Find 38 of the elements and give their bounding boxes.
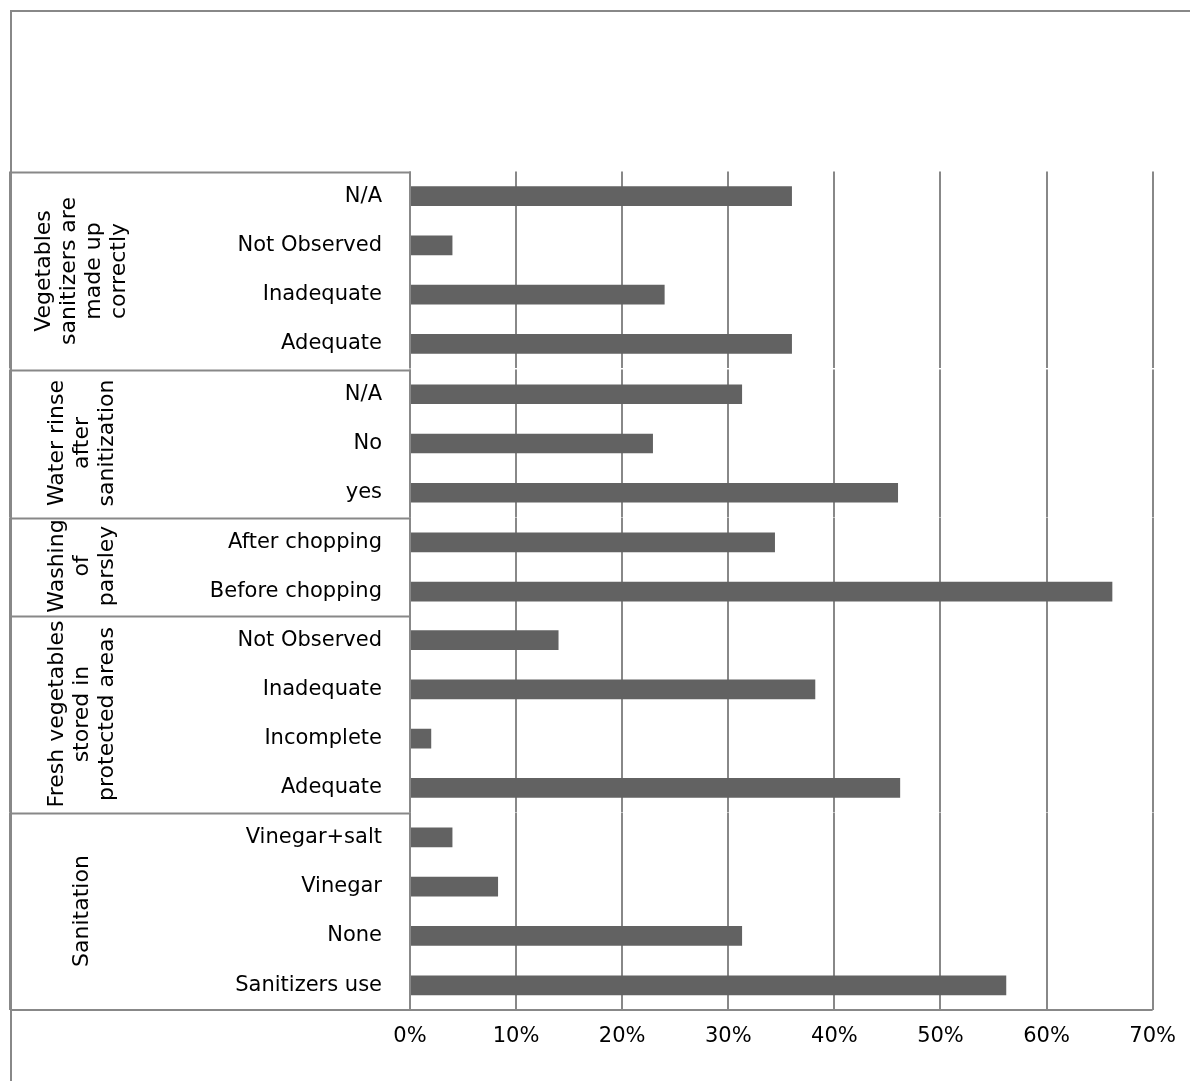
- y-axis-title: Vegetables sanitizers are made up correctly: [29, 195, 131, 347]
- y-tick-label: N/A: [344, 183, 383, 208]
- y-tick-label: yes: [345, 478, 382, 503]
- x-tick-label: 30%: [704, 1023, 752, 1048]
- y-axis-title: Water rinse after sanitization: [41, 378, 119, 509]
- x-tick-label: 20%: [598, 1023, 646, 1048]
- y-tick-label: Adequate: [281, 330, 382, 355]
- x-tick-label: 50%: [917, 1023, 964, 1048]
- y-tick-label: Vinegar+salt: [245, 824, 382, 849]
- y-tick-label: Inadequate: [262, 675, 382, 700]
- y-tick-label: After chopping: [228, 528, 382, 553]
- y-tick-label: N/A: [344, 380, 383, 405]
- x-tick-label: 70%: [1129, 1023, 1177, 1048]
- y-axis-title: Washing of parsley: [41, 518, 119, 616]
- bar: [411, 926, 743, 947]
- y-tick-label: Incomplete: [264, 725, 382, 750]
- y-tick-label: Adequate: [281, 774, 382, 799]
- y-tick-label: Before chopping: [209, 577, 382, 602]
- bar: [411, 728, 432, 749]
- y-tick-label: Not Observed: [237, 626, 382, 651]
- bar: [411, 877, 499, 897]
- bar: [411, 778, 901, 798]
- bar: [411, 975, 1007, 996]
- bar: [411, 827, 453, 848]
- y-tick-label: Not Observed: [237, 232, 382, 257]
- y-tick-label: No: [353, 429, 382, 454]
- y-tick-label: None: [327, 922, 382, 947]
- x-tick-label: 60%: [1023, 1023, 1070, 1048]
- bar: [411, 679, 816, 700]
- y-axis-title: Fresh vegetables stored in protected areas: [41, 619, 119, 810]
- y-tick-label: Vinegar: [301, 873, 383, 898]
- x-tick-label: 10%: [492, 1023, 540, 1048]
- x-tick-label: 40%: [811, 1023, 858, 1048]
- y-tick-label: Inadequate: [262, 281, 382, 306]
- bar: [411, 630, 559, 651]
- y-axis-title: Sanitation: [66, 854, 94, 970]
- x-tick-label: 0%: [393, 1023, 427, 1048]
- y-tick-label: Sanitizers use: [235, 972, 382, 997]
